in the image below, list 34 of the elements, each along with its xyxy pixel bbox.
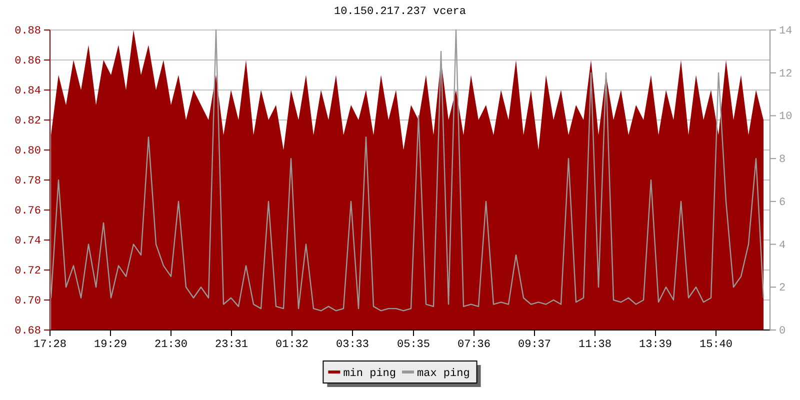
y-tick-label: 0.82: [14, 116, 41, 128]
x-tick-label: 11:38: [578, 338, 612, 351]
y-tick-label: 0.88: [14, 26, 41, 38]
x-tick-label: 13:39: [638, 338, 672, 351]
y-tick-label: 0.84: [14, 86, 42, 98]
y-tick-label: 0.72: [14, 266, 41, 278]
legend-label: min ping: [343, 368, 396, 380]
y2-tick-label: 10: [779, 111, 792, 124]
y-tick-label: 0.76: [14, 206, 41, 218]
x-tick-label: 03:33: [336, 338, 370, 351]
x-tick-label: 09:37: [518, 338, 552, 351]
x-tick-label: 01:32: [275, 338, 309, 351]
y-tick-label: 0.74: [14, 236, 42, 248]
y-tick-label: 0.86: [14, 56, 41, 68]
y-tick-label: 0.78: [14, 176, 41, 188]
x-tick-label: 19:29: [94, 338, 128, 351]
y2-tick-label: 6: [779, 196, 786, 209]
y2-tick-label: 2: [779, 282, 786, 295]
x-tick-label: 17:28: [33, 338, 67, 351]
chart-title: 10.150.217.237 vcera: [334, 6, 466, 18]
y2-tick-label: 4: [779, 240, 786, 252]
x-tick-label: 07:36: [457, 338, 491, 351]
y-tick-label: 0.68: [14, 326, 41, 338]
y2-tick-label: 0: [779, 326, 786, 338]
y2-tick-label: 14: [779, 26, 793, 38]
x-tick-label: 05:35: [396, 338, 430, 351]
x-tick-label: 15:40: [699, 338, 733, 351]
y2-tick-label: 12: [779, 68, 792, 80]
y-tick-label: 0.70: [14, 296, 41, 308]
x-tick-label: 23:31: [214, 338, 248, 351]
x-tick-label: 21:30: [154, 338, 188, 351]
y2-tick-label: 8: [779, 154, 786, 166]
legend-label: max ping: [417, 368, 470, 380]
y-tick-label: 0.80: [14, 146, 41, 158]
